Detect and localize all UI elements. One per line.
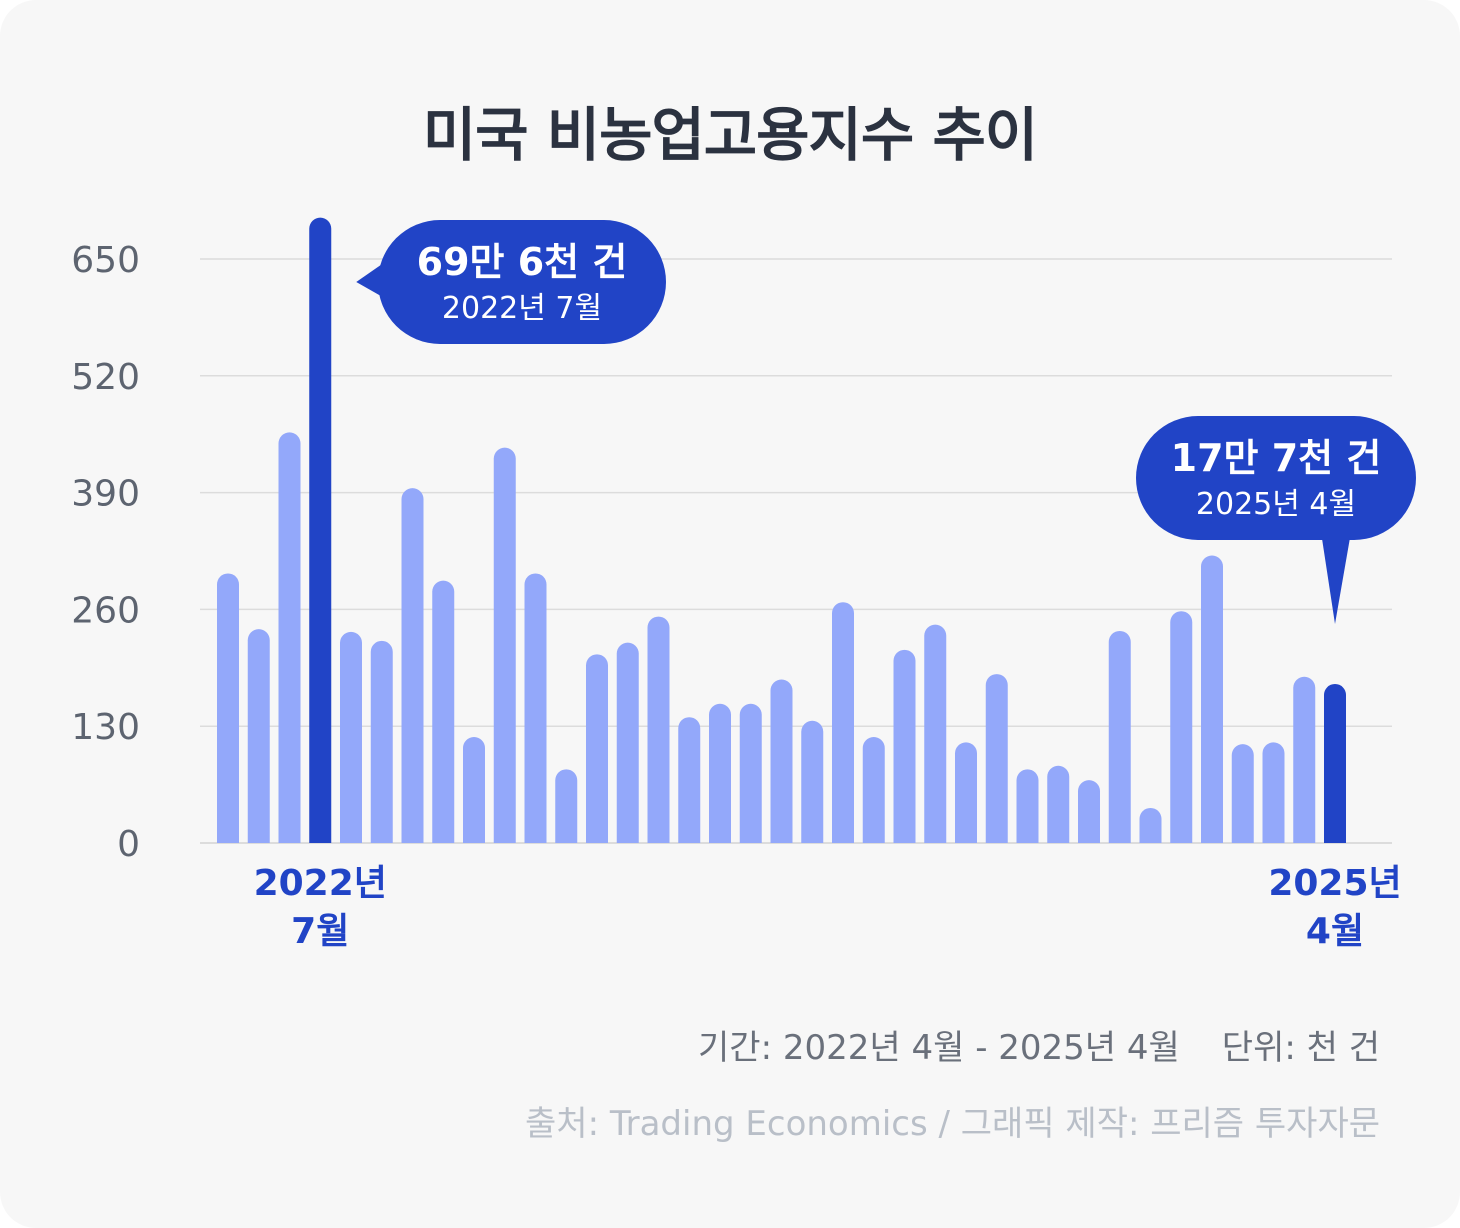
bar (1231, 744, 1254, 843)
callout-pointer (356, 260, 388, 300)
bar (770, 679, 793, 843)
bar (217, 573, 239, 843)
bar (801, 720, 824, 843)
bar (463, 736, 485, 843)
y-tick-label: 0 (117, 824, 140, 865)
bar (1047, 765, 1070, 843)
bar (278, 432, 301, 843)
x-axis-label-year: 2025년 (1268, 863, 1401, 904)
bar (247, 629, 270, 843)
callout-value: 69만 6천 건 (417, 240, 628, 284)
bar (1108, 630, 1131, 843)
period-note: 기간: 2022년 4월 - 2025년 4월 단위: 천 건 (698, 1020, 1380, 1069)
y-tick-label: 520 (71, 357, 140, 398)
y-tick-label: 130 (71, 707, 140, 748)
bar (340, 631, 362, 843)
bar-highlight (309, 217, 332, 844)
bar (1016, 769, 1039, 843)
callout-value: 17만 7천 건 (1171, 436, 1382, 480)
bar (370, 640, 393, 843)
bar (1170, 611, 1193, 843)
bar (493, 447, 516, 843)
callout-bubble (378, 220, 666, 344)
y-tick-label: 650 (71, 240, 140, 281)
bar-highlight (1324, 683, 1346, 843)
bar-chart: 0 130 260 390 520 650 2022년 7월 2025년 4월 69만 6천 건 20… (71, 217, 1416, 952)
y-tick-label: 260 (71, 590, 140, 631)
callout-date: 2022년 7월 (442, 291, 602, 326)
bar (739, 703, 762, 843)
bar (1139, 807, 1162, 843)
bar (893, 649, 916, 843)
x-axis-label-year: 2022년 (254, 863, 387, 904)
unit-text: 단위: 천 건 (1221, 1028, 1380, 1068)
callout-bubble (1136, 416, 1416, 540)
bar (862, 736, 885, 843)
bar (647, 616, 670, 843)
bar (924, 624, 947, 843)
bar (709, 703, 731, 843)
bar (832, 602, 855, 843)
x-axis-label-month: 4월 (1306, 911, 1364, 952)
bar (985, 674, 1008, 843)
period-text: 기간: 2022년 4월 - 2025년 4월 (698, 1028, 1180, 1068)
bar (616, 642, 639, 843)
bar (1201, 555, 1223, 843)
callout-date: 2025년 4월 (1196, 487, 1356, 522)
bar (586, 654, 608, 843)
bar (678, 717, 701, 843)
bar (524, 573, 547, 843)
bar (955, 742, 977, 843)
x-axis-label-month: 7월 (291, 911, 349, 952)
bar (1293, 676, 1316, 843)
bar (1078, 780, 1100, 843)
y-tick-label: 390 (71, 474, 140, 515)
bar (401, 488, 424, 843)
bar (432, 580, 455, 843)
bar (555, 769, 578, 843)
callout-pointer (1321, 532, 1351, 624)
chart-title: 미국 비농업고용지수 추이 (422, 101, 1038, 169)
source-note: 출처: Trading Economics / 그래픽 제작: 프리즘 투자자문 (525, 1104, 1380, 1144)
bar (1262, 742, 1285, 843)
